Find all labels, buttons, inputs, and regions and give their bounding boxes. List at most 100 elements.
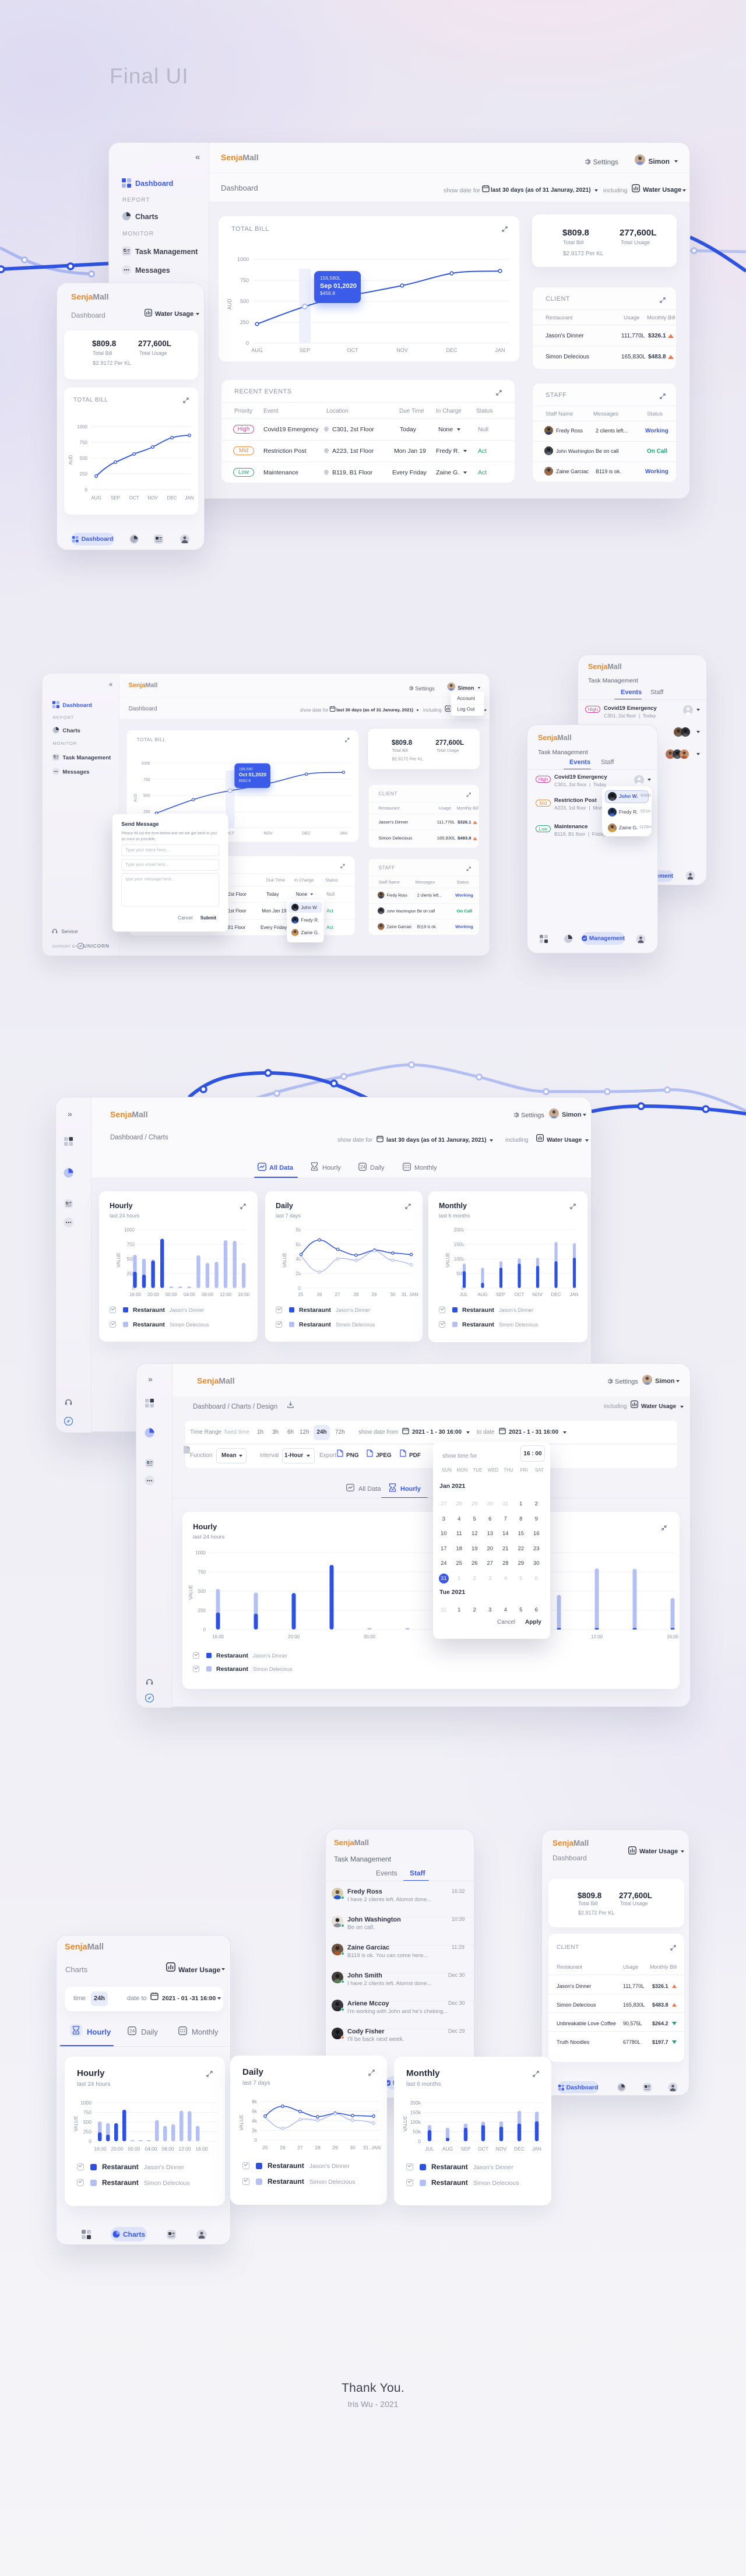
- svg-text:750: 750: [198, 1569, 206, 1575]
- svg-text:NOV: NOV: [264, 832, 273, 836]
- svg-text:VALUE: VALUE: [402, 2116, 408, 2132]
- svg-text:1000: 1000: [80, 2100, 92, 2106]
- svg-text:JAN: JAN: [532, 2146, 541, 2152]
- svg-text:100k: 100k: [410, 2119, 421, 2125]
- svg-text:JAN: JAN: [495, 347, 505, 353]
- svg-text:00:00: 00:00: [166, 1292, 178, 1297]
- svg-text:JUL: JUL: [425, 2146, 434, 2152]
- svg-text:500: 500: [83, 2119, 92, 2125]
- svg-text:0: 0: [89, 2138, 92, 2144]
- svg-text:08:00: 08:00: [202, 1292, 214, 1297]
- svg-text:16:00: 16:00: [129, 1292, 142, 1297]
- svg-text:250: 250: [83, 2129, 92, 2135]
- svg-text:16:00: 16:00: [667, 1634, 679, 1639]
- svg-text:16:00: 16:00: [212, 1634, 224, 1639]
- svg-text:00:00: 00:00: [364, 1634, 376, 1639]
- svg-text:50k: 50k: [413, 2129, 421, 2135]
- svg-text:0: 0: [418, 2138, 421, 2144]
- svg-text:VALUE: VALUE: [445, 1252, 451, 1268]
- svg-text:28: 28: [354, 1292, 359, 1297]
- svg-text:AUG: AUG: [91, 495, 101, 501]
- svg-text:25: 25: [262, 2145, 268, 2151]
- svg-text:VALUE: VALUE: [238, 2114, 244, 2131]
- svg-text:150k: 150k: [454, 1242, 465, 1247]
- svg-text:750: 750: [143, 778, 150, 782]
- svg-text:200k: 200k: [410, 2100, 421, 2106]
- svg-text:0: 0: [203, 1627, 206, 1632]
- svg-text:SEP: SEP: [111, 495, 120, 501]
- svg-text:6k: 6k: [252, 2109, 258, 2114]
- svg-text:DEC: DEC: [551, 1292, 561, 1297]
- svg-text:NOV: NOV: [496, 2146, 507, 2152]
- svg-text:JAN: JAN: [185, 495, 193, 501]
- svg-text:30: 30: [390, 1292, 396, 1297]
- svg-text:1000: 1000: [124, 1227, 135, 1233]
- svg-text:12:00: 12:00: [220, 1292, 232, 1297]
- svg-text:100k: 100k: [454, 1257, 465, 1262]
- svg-text:JUL: JUL: [460, 1292, 469, 1297]
- svg-text:0: 0: [246, 340, 249, 346]
- svg-text:DEC: DEC: [302, 832, 311, 836]
- svg-text:25: 25: [298, 1292, 304, 1297]
- svg-text:1000: 1000: [77, 424, 87, 430]
- svg-text:250: 250: [143, 810, 150, 814]
- svg-text:20:00: 20:00: [147, 1292, 160, 1297]
- svg-text:250: 250: [198, 1608, 206, 1613]
- svg-text:AUG: AUG: [442, 2146, 453, 2152]
- svg-text:1000: 1000: [141, 762, 150, 766]
- svg-text:04:00: 04:00: [145, 2146, 157, 2152]
- svg-text:12:00: 12:00: [178, 2146, 191, 2152]
- svg-text:24: 24: [360, 1164, 365, 1170]
- svg-text:DEC: DEC: [514, 2146, 525, 2152]
- svg-text:16:00: 16:00: [238, 1292, 250, 1297]
- svg-text:250: 250: [80, 471, 88, 477]
- svg-text:8k: 8k: [252, 2099, 258, 2105]
- svg-text:AUD: AUD: [133, 794, 138, 803]
- svg-text:20:00: 20:00: [288, 1634, 300, 1639]
- svg-text:SEP: SEP: [300, 347, 310, 353]
- svg-text:2k: 2k: [252, 2128, 258, 2134]
- svg-text:NOV: NOV: [147, 495, 158, 501]
- svg-text:24: 24: [129, 2028, 135, 2034]
- svg-text:OCT: OCT: [129, 495, 139, 501]
- svg-text:SEP: SEP: [460, 2146, 470, 2152]
- svg-text:31. JAN: 31. JAN: [363, 2145, 381, 2151]
- svg-text:VALUE: VALUE: [116, 1252, 121, 1268]
- svg-text:4k: 4k: [252, 2118, 258, 2124]
- svg-text:AUD: AUD: [68, 455, 73, 464]
- svg-text:OCT: OCT: [226, 832, 234, 836]
- svg-text:500: 500: [240, 298, 249, 304]
- svg-text:OCT: OCT: [515, 1292, 525, 1297]
- svg-text:DEC: DEC: [167, 495, 177, 501]
- svg-text:0: 0: [85, 487, 88, 492]
- svg-text:VALUE: VALUE: [73, 2116, 79, 2132]
- svg-text:20:00: 20:00: [111, 2146, 124, 2152]
- svg-text:250: 250: [240, 319, 249, 325]
- svg-text:VALUE: VALUE: [282, 1252, 287, 1268]
- svg-text:750: 750: [80, 440, 88, 445]
- svg-text:150k: 150k: [410, 2110, 421, 2116]
- svg-text:26: 26: [280, 2145, 286, 2151]
- svg-text:26: 26: [317, 1292, 322, 1297]
- svg-text:28: 28: [315, 2145, 321, 2151]
- svg-text:AUG: AUG: [477, 1292, 487, 1297]
- svg-text:200k: 200k: [454, 1227, 465, 1233]
- svg-text:12:00: 12:00: [591, 1634, 603, 1639]
- svg-text:04:00: 04:00: [184, 1292, 196, 1297]
- svg-text:750: 750: [83, 2110, 92, 2116]
- svg-text:OCT: OCT: [478, 2146, 488, 2152]
- svg-text:SEP: SEP: [496, 1292, 505, 1297]
- svg-text:AUD: AUD: [227, 298, 233, 310]
- svg-text:JAN: JAN: [340, 832, 347, 836]
- svg-text:0: 0: [254, 2137, 257, 2143]
- svg-text:JAN: JAN: [569, 1292, 578, 1297]
- svg-text:AUG: AUG: [251, 347, 263, 353]
- svg-text:30: 30: [350, 2145, 356, 2151]
- svg-text:29: 29: [372, 1292, 377, 1297]
- svg-text:DEC: DEC: [446, 347, 458, 353]
- svg-text:1000: 1000: [195, 1550, 206, 1556]
- svg-text:00:00: 00:00: [128, 2146, 140, 2152]
- svg-text:29: 29: [332, 2145, 338, 2151]
- svg-text:750: 750: [240, 277, 249, 283]
- svg-text:1000: 1000: [237, 256, 249, 262]
